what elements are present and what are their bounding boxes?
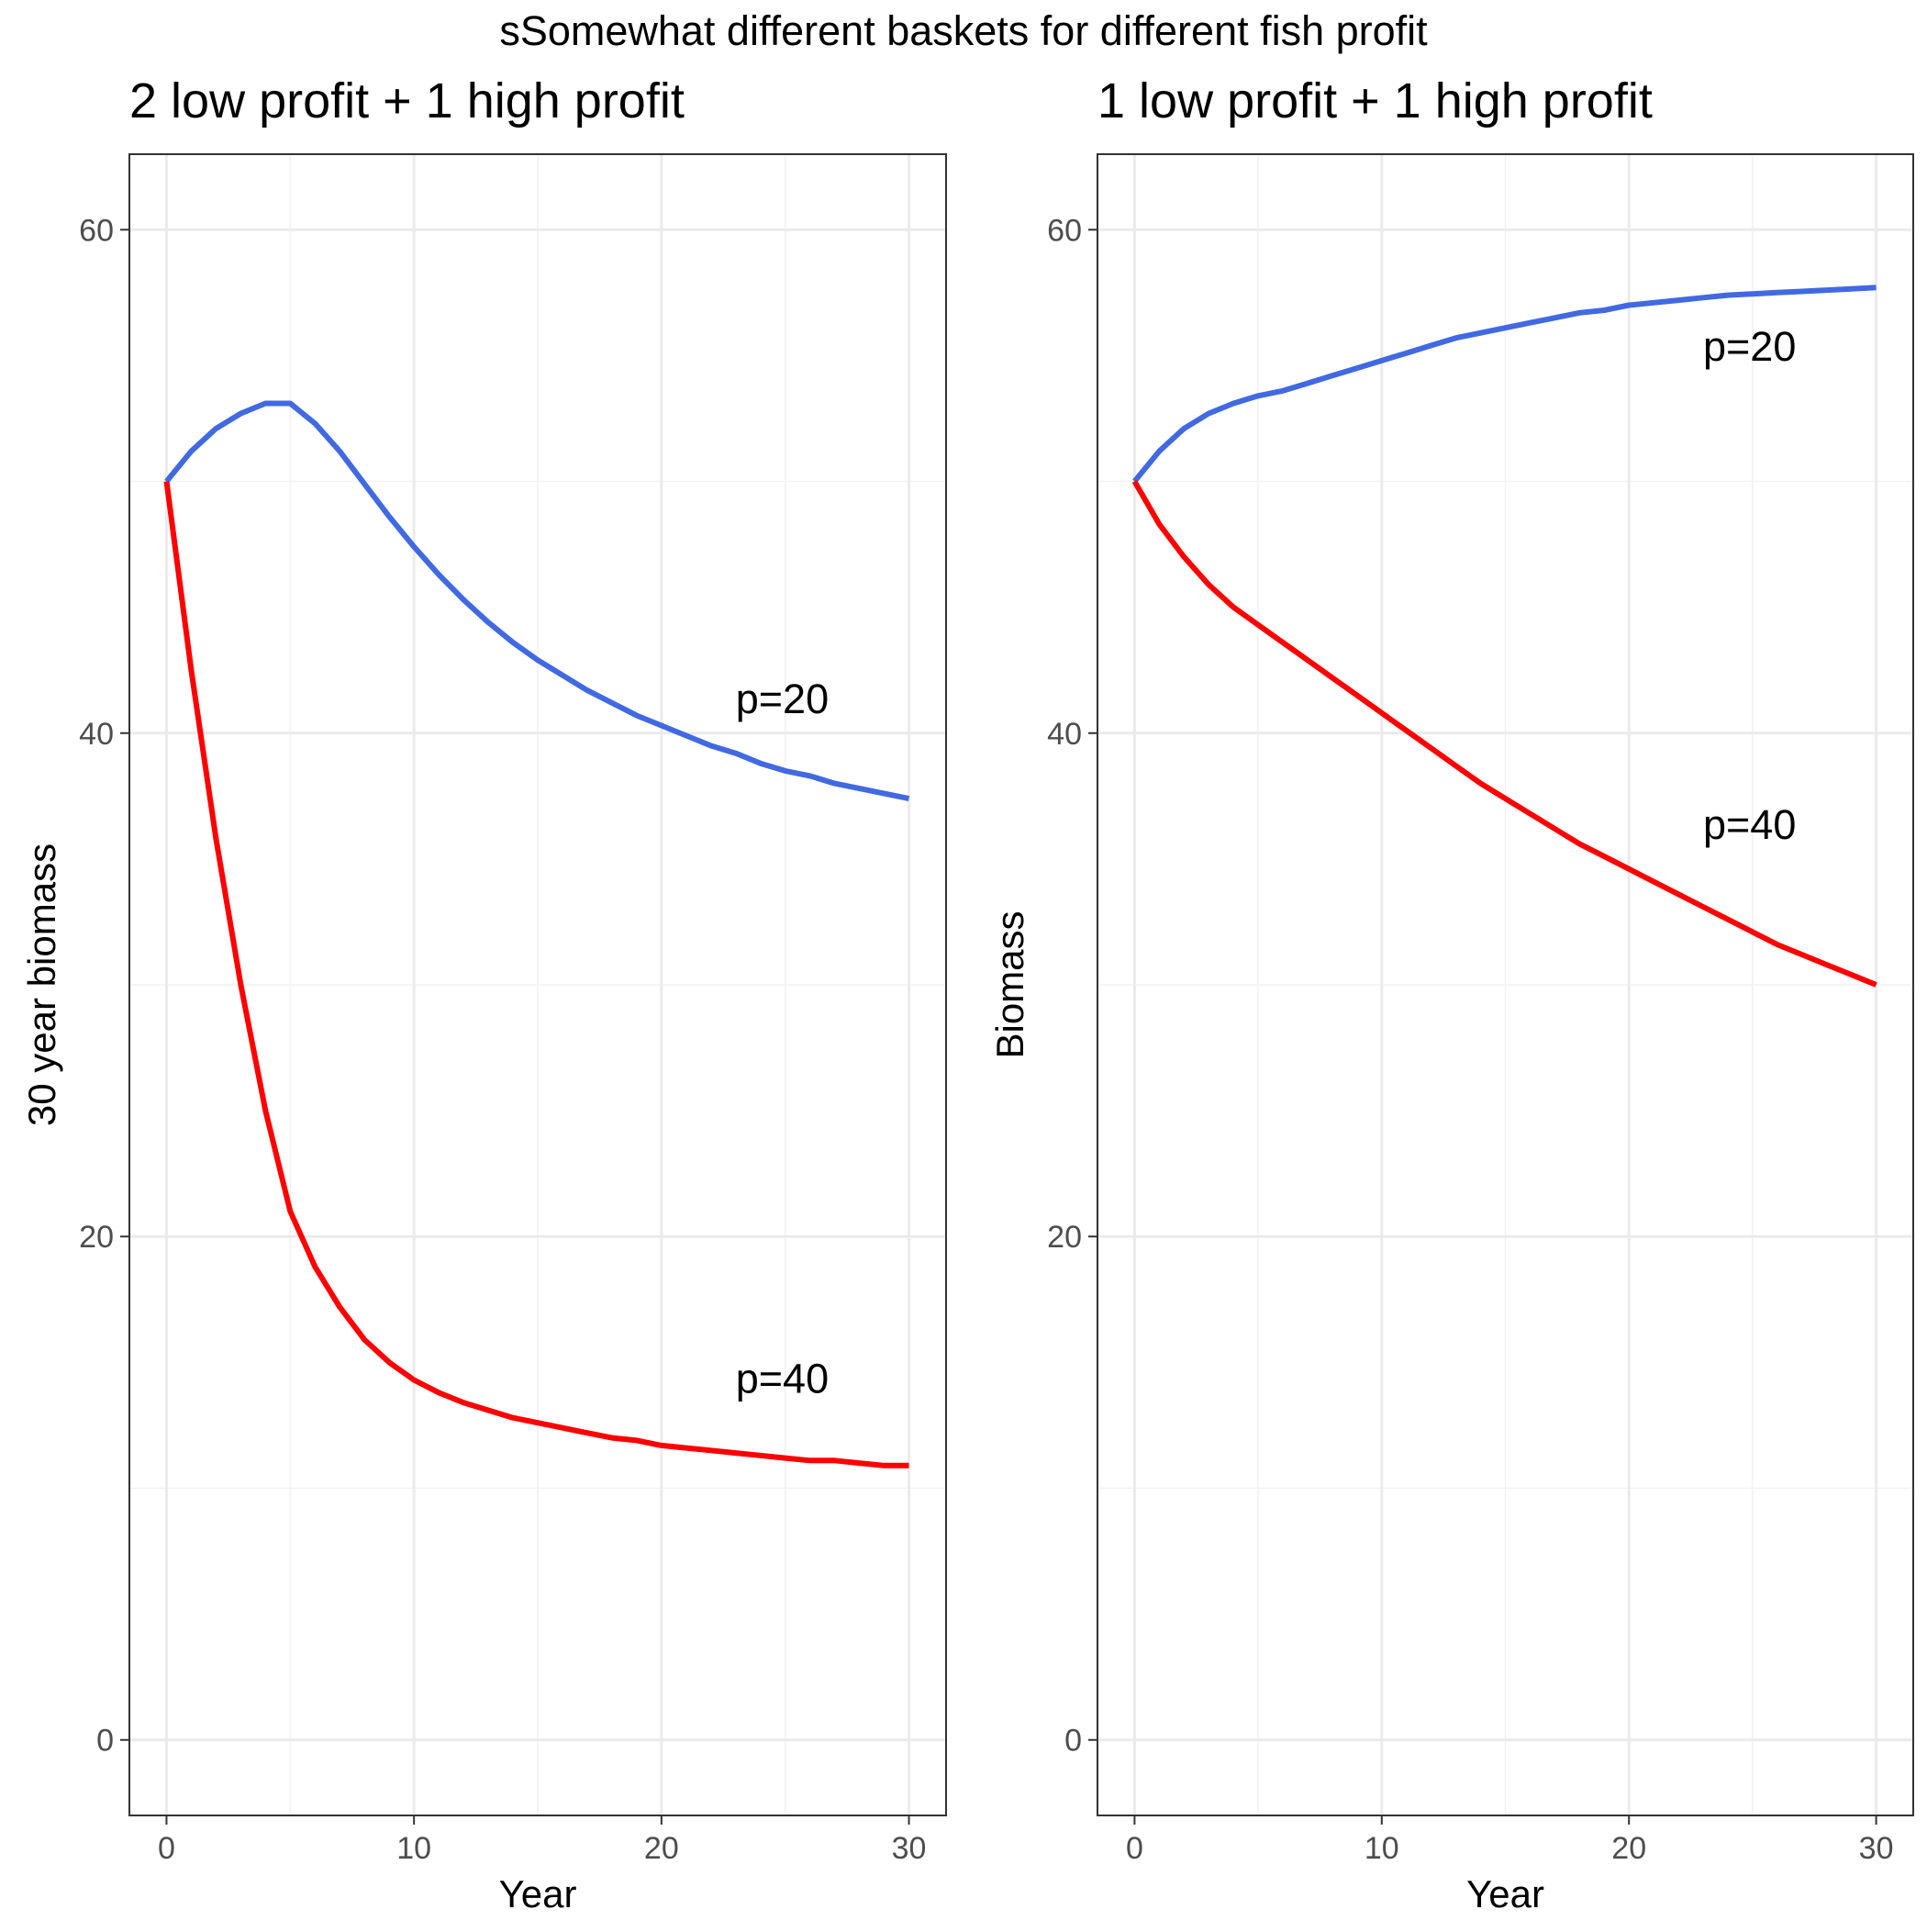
panel1-title: 2 low profit + 1 high profit (129, 73, 685, 128)
panel1-panel-border (128, 153, 947, 1816)
panel2-y-tick-label: 40 (1047, 717, 1082, 752)
panel2-series-line-2 (1131, 480, 1877, 988)
panel2-series-annotation-2: p=40 (1703, 801, 1796, 848)
panel2-y-axis-label: Biomass (988, 910, 1031, 1058)
panel2-y-tick-label: 0 (1064, 1724, 1082, 1759)
panel1-y-tick-label: 40 (79, 717, 114, 752)
panel1-x-tick-label: 0 (158, 1831, 175, 1866)
panel1-series-annotation-1: p=20 (736, 676, 829, 722)
panel1-x-tick-label: 10 (396, 1831, 431, 1866)
panel1-x-tick-label: 20 (644, 1831, 679, 1866)
panel1-y-tick-label: 20 (79, 1220, 114, 1255)
panel1-y-axis-label: 30 year biomass (20, 843, 63, 1126)
panel2-panel-border (1097, 153, 1914, 1816)
panel1-y-tick-label: 60 (79, 213, 114, 248)
panel1-x-axis-label: Year (499, 1872, 577, 1915)
panel2-x-tick-label: 0 (1126, 1831, 1143, 1866)
figure-title: sSomewhat different baskets for differen… (499, 7, 1428, 54)
panel2-series-line-1 (1132, 285, 1877, 484)
panel2-x-tick-label: 30 (1859, 1831, 1894, 1866)
panel2-x-tick-label: 20 (1611, 1831, 1646, 1866)
panel2-x-axis-label: Year (1466, 1872, 1544, 1915)
panel1-series-line-2 (163, 481, 909, 1469)
panel1-series-line-1 (164, 400, 910, 802)
panel2-y-tick-label: 60 (1047, 213, 1082, 248)
panel2-y-tick-label: 20 (1047, 1220, 1082, 1255)
panel1-x-tick-label: 30 (892, 1831, 927, 1866)
panel1-y-tick-label: 0 (96, 1724, 114, 1759)
panel1-series-annotation-2: p=40 (736, 1355, 829, 1402)
panel2-x-tick-label: 10 (1364, 1831, 1399, 1866)
panel2-series-annotation-1: p=20 (1703, 323, 1796, 370)
panel2-title: 1 low profit + 1 high profit (1097, 73, 1653, 128)
